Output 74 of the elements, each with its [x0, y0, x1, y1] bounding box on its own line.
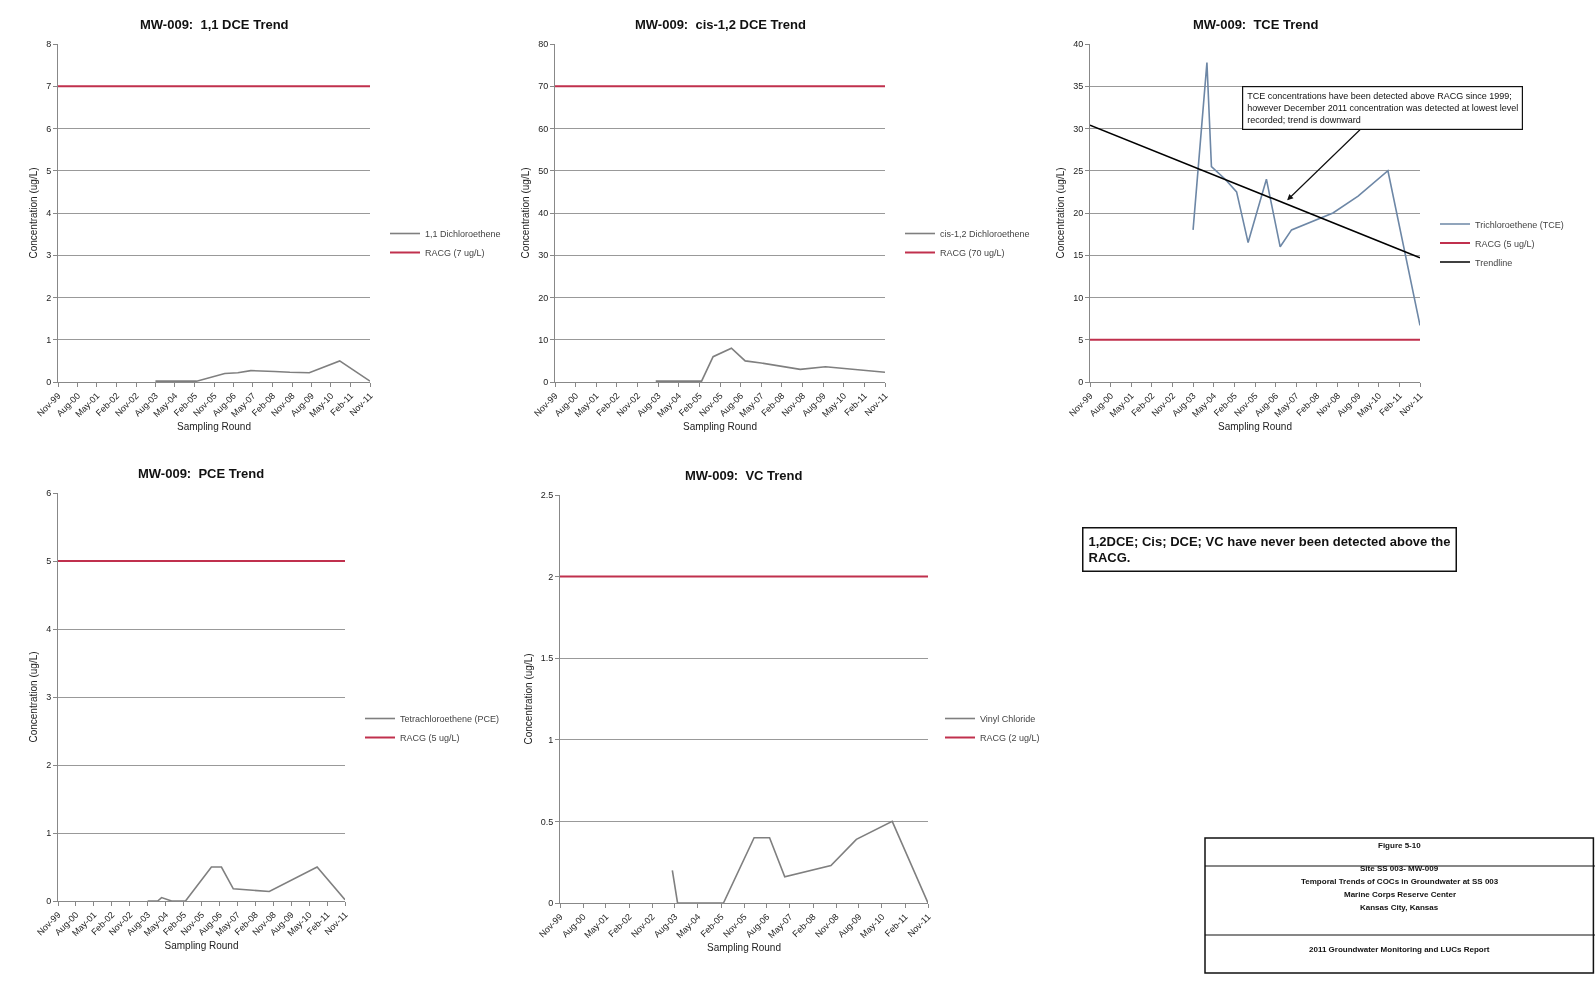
- text: 2011 Groundwater Monitoring and LUCs Report: [1309, 945, 1490, 954]
- y-tick-label: 0: [548, 898, 554, 909]
- legend-label: Tetrachloroethene (PCE): [400, 714, 500, 725]
- legend-label: RACG (5 ug/L): [1475, 238, 1535, 249]
- x-axis-title: Sampling Round: [1218, 420, 1292, 432]
- y-tick-label: 30: [538, 250, 549, 261]
- legend-label: RACG (70 ug/L): [940, 248, 1005, 259]
- legend-label: Trendline: [1475, 257, 1513, 268]
- y-tick-label: 20: [1073, 208, 1084, 219]
- chart-title: MW-009: cis-1,2 DCE Trend: [635, 17, 807, 32]
- y-tick-label: 1: [46, 334, 52, 345]
- legend-label: RACG (2 ug/L): [980, 733, 1040, 744]
- y-axis-title: Concentration (ug/L): [520, 167, 532, 259]
- y-tick-label: 1: [46, 828, 52, 839]
- y-tick-label: 5: [1078, 334, 1084, 345]
- y-tick-label: 3: [46, 692, 52, 703]
- y-tick-label: 4: [46, 624, 52, 635]
- text: 1,2DCE; Cis; DCE; VC have never been detected above the RACG.: [1088, 533, 1451, 566]
- y-tick-label: 0: [1078, 377, 1084, 388]
- y-tick-label: 25: [1073, 165, 1084, 176]
- y-tick-label: 0: [543, 377, 549, 388]
- y-tick-label: 6: [46, 488, 52, 499]
- legend-label: cis-1,2 Dichloroethene: [940, 229, 1030, 240]
- text: Marine Corps Reserve Center: [1344, 890, 1457, 899]
- y-tick-label: 10: [538, 334, 549, 345]
- x-axis-title: Sampling Round: [164, 939, 239, 951]
- y-tick-label: 2: [548, 571, 554, 582]
- y-tick-label: 50: [538, 165, 549, 176]
- y-tick-label: 15: [1073, 250, 1084, 261]
- y-tick-label: 6: [46, 123, 52, 134]
- y-tick-label: 0: [46, 896, 52, 907]
- chart-title: MW-009: PCE Trend: [138, 466, 265, 481]
- y-tick-label: 60: [538, 123, 549, 134]
- y-tick-label: 5: [46, 556, 52, 567]
- y-tick-label: 1.5: [540, 653, 554, 664]
- y-tick-label: 35: [1073, 81, 1084, 92]
- y-tick-label: 40: [1073, 39, 1084, 50]
- legend-label: RACG (5 ug/L): [400, 733, 460, 744]
- y-tick-label: 7: [46, 81, 52, 92]
- y-tick-label: 0: [46, 377, 52, 388]
- y-tick-label: 40: [538, 208, 549, 219]
- annotation: TCE concentrations have been detected above RACG since 1999; however December 2011 concentration was detected at lowest level recorded; trend is downward: [1247, 91, 1519, 125]
- chart-title: MW-009: 1,1 DCE Trend: [140, 17, 289, 32]
- x-axis-title: Sampling Round: [707, 941, 781, 953]
- y-axis-title: Concentration (ug/L): [28, 651, 40, 743]
- y-axis-title: Concentration (ug/L): [1055, 167, 1067, 259]
- text: Temporal Trends of COCs in Groundwater at SS 003: [1301, 877, 1499, 886]
- y-tick-label: 10: [1073, 292, 1084, 303]
- chart-title: MW-009: VC Trend: [685, 468, 803, 483]
- y-tick-label: 2.5: [540, 490, 554, 501]
- x-axis-title: Sampling Round: [177, 420, 251, 432]
- y-tick-label: 4: [46, 208, 52, 219]
- y-axis-title: Concentration (ug/L): [28, 167, 40, 259]
- legend-label: 1,1 Dichloroethene: [425, 229, 501, 240]
- text: Kansas City, Kansas: [1360, 903, 1439, 912]
- chart-title: MW-009: TCE Trend: [1193, 17, 1319, 32]
- legend-label: Trichloroethene (TCE): [1475, 219, 1564, 230]
- y-tick-label: 1: [548, 734, 554, 745]
- y-axis-title: Concentration (ug/L): [522, 653, 534, 745]
- text: Site SS 003- MW-009: [1360, 864, 1439, 873]
- legend-label: RACG (7 ug/L): [425, 248, 485, 259]
- y-tick-label: 30: [1073, 123, 1084, 134]
- y-tick-label: 5: [46, 165, 52, 176]
- x-axis-title: Sampling Round: [683, 420, 757, 432]
- legend-label: Vinyl Chloride: [980, 714, 1036, 725]
- y-tick-label: 80: [538, 39, 549, 50]
- y-tick-label: 3: [46, 250, 52, 261]
- y-tick-label: 20: [538, 292, 549, 303]
- y-tick-label: 0.5: [540, 816, 554, 827]
- caption: Figure 5-10: [1378, 841, 1422, 850]
- y-tick-label: 70: [538, 81, 549, 92]
- y-tick-label: 2: [46, 292, 52, 303]
- y-tick-label: 8: [46, 39, 52, 50]
- y-tick-label: 2: [46, 760, 52, 771]
